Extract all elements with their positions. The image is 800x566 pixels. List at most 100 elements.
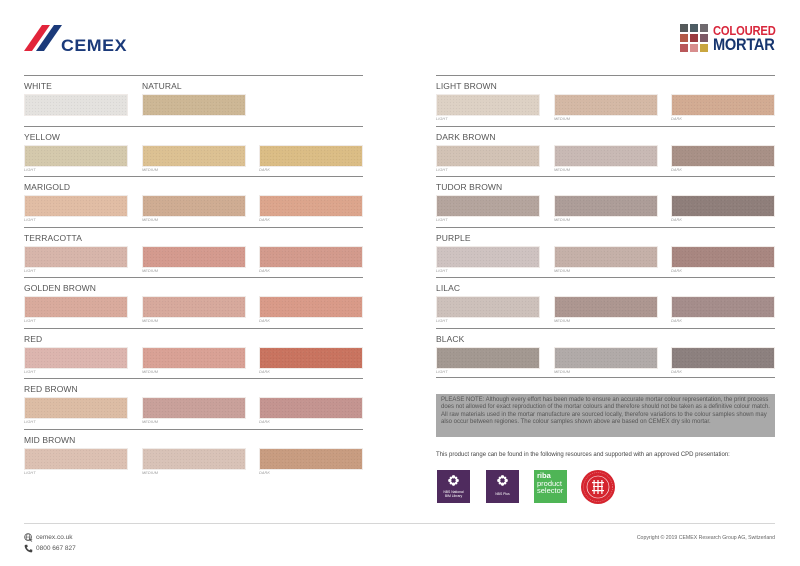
nbs-plus-badge[interactable]: NBS Plus [486,470,519,503]
riba-product-selector-badge[interactable]: riba product selector [534,470,567,503]
shade-label: MEDIUM [142,167,158,172]
shade-label: LIGHT [436,117,448,121]
color-swatch-light[interactable] [436,144,540,167]
group-title: TERRACOTTA [24,232,82,243]
group-title: GOLDEN BROWN [24,283,97,293]
shade-label: DARK [671,319,682,323]
color-swatch-dark[interactable] [259,397,363,419]
color-group-red: RED LIGHT MEDIUM DARK [24,327,363,379]
color-swatch-medium[interactable] [554,346,658,369]
color-group-purple: PURPLE LIGHT MEDIUM DARK [436,226,775,278]
color-swatch-dark[interactable] [671,195,775,217]
grid-square [690,34,698,42]
group-title: LIGHT BROWN [436,81,497,91]
shade-label: LIGHT [436,167,448,172]
color-swatch-dark[interactable] [671,144,775,167]
color-group-yellow: YELLOW LIGHT MEDIUM DARK [24,125,363,177]
disclaimer-note: PLEASE NOTE: Although every effort has b… [436,394,775,437]
logo-line-mortar: MORTAR [713,35,775,54]
color-group-red-brown: RED BROWN LIGHT MEDIUM DARK [24,378,363,429]
color-swatch-medium[interactable] [142,447,246,470]
color-swatch-dark[interactable] [259,144,363,167]
color-swatch-light[interactable] [24,346,128,369]
shade-label: MEDIUM [554,369,570,374]
riba-cpd-seal-icon [581,470,615,504]
color-swatch-light[interactable] [24,245,128,268]
group-title: NATURAL [142,81,182,91]
shade-label: DARK [259,470,270,475]
group-title: LILAC [436,283,461,293]
website-link[interactable]: cemex.co.uk [36,534,73,541]
phone-number[interactable]: 0800 667 827 [36,545,76,552]
color-swatch-medium[interactable] [554,94,658,116]
shade-label: MEDIUM [142,470,158,475]
nbs-flower-icon [448,475,459,486]
color-swatch-light[interactable] [436,195,540,217]
color-group-light-brown: LIGHT BROWN LIGHT MEDIUM DARK [436,75,775,126]
color-swatch-dark[interactable] [259,346,363,369]
color-swatch-light[interactable] [436,346,540,369]
color-group-mid-brown: MID BROWN LIGHT MEDIUM DARK [24,428,363,475]
color-swatch-dark[interactable] [671,245,775,268]
color-swatch-medium[interactable] [554,195,658,217]
shade-label: DARK [259,268,270,273]
color-swatch-light[interactable] [24,144,128,167]
badge-label: selector [537,486,564,495]
group-title: RED [24,333,43,344]
color-swatch[interactable] [24,94,128,116]
nbs-flower-icon [497,475,508,486]
shade-label: DARK [259,420,270,424]
footer-contact: cemex.co.uk 0800 667 827 [24,532,76,554]
color-swatch-medium[interactable] [142,346,246,369]
color-swatch-dark[interactable] [259,245,363,268]
color-swatch-light[interactable] [24,296,128,318]
color-swatch-light[interactable] [24,447,128,470]
grid-square [700,44,708,52]
color-swatch-medium[interactable] [142,245,246,268]
group-title: MARIGOLD [24,182,71,192]
globe-cursor-icon [24,533,33,542]
cemex-logo: CEMEX [24,24,128,52]
color-swatch-dark[interactable] [259,447,363,470]
color-swatch-medium[interactable] [554,245,658,268]
color-group-golden-brown: GOLDEN BROWN LIGHT MEDIUM DARK [24,277,363,328]
shade-label: LIGHT [24,167,36,172]
color-swatch-medium[interactable] [554,144,658,167]
color-swatch[interactable] [142,94,246,116]
color-group-white-natural: WHITE NATURAL [24,75,363,126]
badge-label: riba [537,471,551,480]
shade-label: LIGHT [24,420,36,424]
shade-label: DARK [259,369,270,374]
group-title: RED BROWN [24,384,78,394]
riba-cpd-providers-badge[interactable] [581,470,615,504]
color-group-lilac: LILAC LIGHT MEDIUM DARK [436,277,775,328]
color-swatch-dark[interactable] [671,94,775,116]
footer-divider [24,523,775,524]
color-group-terracotta: TERRACOTTA LIGHT MEDIUM DARK [24,226,363,278]
color-swatch-light[interactable] [24,195,128,217]
group-title: BLACK [436,333,465,344]
shade-label: DARK [259,167,270,172]
color-swatch-medium[interactable] [554,296,658,318]
group-title: PURPLE [436,232,471,243]
grid-square [690,24,698,32]
shade-label: LIGHT [436,369,448,374]
color-swatch-light[interactable] [436,296,540,318]
color-swatch-medium[interactable] [142,397,246,419]
color-swatch-medium[interactable] [142,296,246,318]
nbs-national-bim-library-badge[interactable]: NBS National BIM Library [437,470,470,503]
color-swatch-dark[interactable] [259,195,363,217]
color-swatch-light[interactable] [436,245,540,268]
color-swatch-dark[interactable] [671,296,775,318]
group-title: MID BROWN [24,434,76,445]
shade-label: MEDIUM [142,218,158,222]
shade-label: LIGHT [436,268,448,273]
color-swatch-dark[interactable] [259,296,363,318]
color-swatch-light[interactable] [436,94,540,116]
shade-label: DARK [671,369,682,374]
color-swatch-medium[interactable] [142,144,246,167]
color-swatch-medium[interactable] [142,195,246,217]
color-swatch-dark[interactable] [671,346,775,369]
shade-label: MEDIUM [554,218,570,222]
color-swatch-light[interactable] [24,397,128,419]
